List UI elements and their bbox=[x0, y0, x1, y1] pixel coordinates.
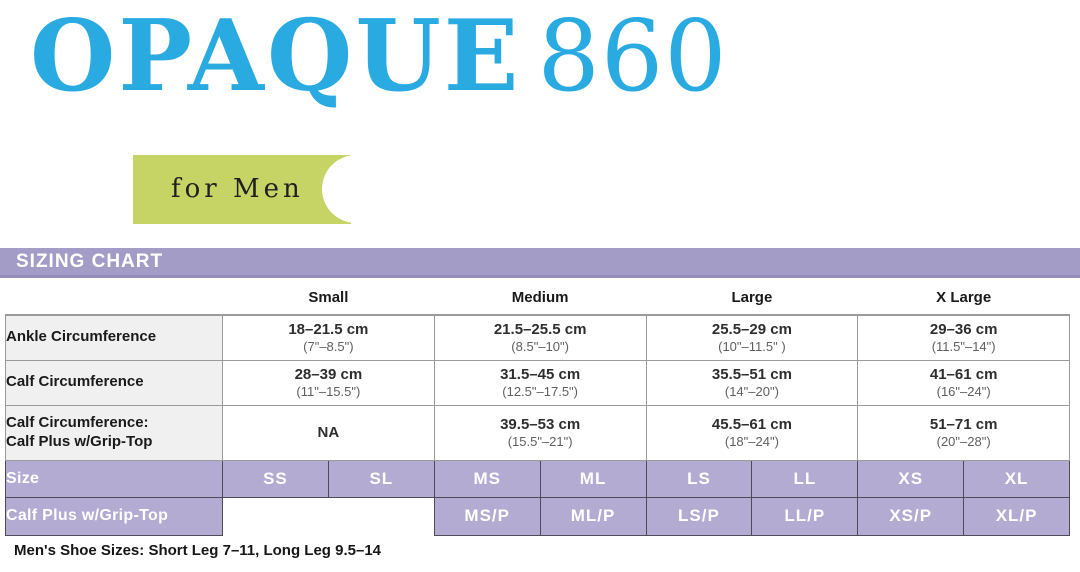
inch-value: (11"–15.5") bbox=[296, 383, 361, 399]
cm-value: NA bbox=[317, 423, 340, 441]
cm-value: 31.5–45 cm bbox=[500, 365, 581, 383]
ribbon-label: for Men bbox=[171, 174, 304, 204]
column-header-spacer bbox=[6, 285, 223, 315]
size-cell-msp: MS/P bbox=[433, 496, 541, 536]
inch-value: (10"–11.5" ) bbox=[718, 338, 786, 354]
shoe-sizes-note: Men's Shoe Sizes: Short Leg 7–11, Long L… bbox=[14, 542, 381, 559]
size-cell-llp: LL/P bbox=[751, 496, 859, 536]
page-title: OPAQUE 860 bbox=[30, 5, 728, 109]
row-label-calf-circumference: Calf Circumference bbox=[5, 359, 223, 406]
row-label-text: Calf Circumference bbox=[6, 373, 144, 391]
sizing-chart-table: Small Medium Large X Large Ankle Circumf… bbox=[5, 285, 1071, 536]
product-number: 860 bbox=[537, 0, 728, 114]
ankle-medium-cell: 21.5–25.5 cm (8.5"–10") bbox=[433, 314, 647, 361]
shoe-sizes-note-values: Short Leg 7–11, Long Leg 9.5–14 bbox=[148, 542, 382, 559]
row-label-text-line1: Calf Circumference: bbox=[6, 413, 149, 431]
column-header-large: Large bbox=[646, 285, 858, 315]
cm-value: 35.5–51 cm bbox=[711, 365, 792, 383]
grip-top-empty-cell bbox=[222, 497, 435, 535]
size-cell-ls: LS bbox=[645, 459, 753, 498]
table-row-size: Size SS SL MS ML LS LL XS XL bbox=[5, 459, 1071, 498]
row-label-size: Size bbox=[5, 459, 223, 498]
column-header-row: Small Medium Large X Large bbox=[6, 285, 1070, 315]
product-name: OPAQUE bbox=[30, 0, 522, 114]
table-row-ankle-circumference: Ankle Circumference 18–21.5 cm (7"–8.5")… bbox=[5, 314, 1071, 361]
table-row-calf-plus-circumference: Calf Circumference: Calf Plus w/Grip-Top… bbox=[5, 404, 1071, 461]
size-cell-mlp: ML/P bbox=[539, 496, 647, 536]
ankle-large-cell: 25.5–29 cm (10"–11.5" ) bbox=[645, 314, 859, 361]
inch-value: (11.5"–14") bbox=[931, 338, 996, 354]
cm-value: 51–71 cm bbox=[929, 415, 998, 433]
row-label-ankle-circumference: Ankle Circumference bbox=[5, 314, 223, 361]
cm-value: 41–61 cm bbox=[929, 365, 998, 383]
inch-value: (16"–24") bbox=[936, 383, 991, 399]
size-cell-xsp: XS/P bbox=[857, 496, 965, 536]
inch-value: (12.5"–17.5") bbox=[502, 383, 578, 399]
row-label-calf-plus-circumference: Calf Circumference: Calf Plus w/Grip-Top bbox=[5, 404, 223, 461]
calf-small-cell: 28–39 cm (11"–15.5") bbox=[222, 359, 435, 406]
column-header-small: Small bbox=[222, 285, 435, 315]
size-cell-sl: SL bbox=[327, 459, 435, 498]
ribbon-notch bbox=[322, 155, 390, 223]
cm-value: 18–21.5 cm bbox=[288, 320, 369, 338]
sizing-chart-title: SIZING CHART bbox=[16, 251, 164, 272]
calf-plus-small-cell: NA bbox=[222, 404, 435, 461]
cm-value: 29–36 cm bbox=[929, 320, 998, 338]
calf-plus-medium-cell: 39.5–53 cm (15.5"–21") bbox=[433, 404, 647, 461]
cm-value: 21.5–25.5 cm bbox=[493, 320, 587, 338]
inch-value: (20"–28") bbox=[936, 433, 991, 449]
sizing-chart-header-bar: SIZING CHART bbox=[0, 248, 1080, 278]
shoe-sizes-note-prefix: Men's Shoe Sizes: bbox=[14, 542, 149, 559]
size-cell-ml: ML bbox=[539, 459, 647, 498]
size-cell-xlp: XL/P bbox=[963, 496, 1071, 536]
size-cell-ll: LL bbox=[751, 459, 859, 498]
inch-value: (15.5"–21") bbox=[507, 433, 573, 449]
column-header-medium: Medium bbox=[434, 285, 647, 315]
calf-large-cell: 35.5–51 cm (14"–20") bbox=[645, 359, 859, 406]
ankle-small-cell: 18–21.5 cm (7"–8.5") bbox=[222, 314, 435, 361]
row-label-text-line2: Calf Plus w/Grip-Top bbox=[6, 432, 153, 450]
calf-medium-cell: 31.5–45 cm (12.5"–17.5") bbox=[433, 359, 647, 406]
calf-plus-x-large-cell: 51–71 cm (20"–28") bbox=[857, 404, 1071, 461]
cm-value: 45.5–61 cm bbox=[711, 415, 792, 433]
ankle-x-large-cell: 29–36 cm (11.5"–14") bbox=[857, 314, 1071, 361]
size-cell-xl: XL bbox=[963, 459, 1071, 498]
cm-value: 28–39 cm bbox=[294, 365, 363, 383]
inch-value: (18"–24") bbox=[724, 433, 779, 449]
inch-value: (7"–8.5") bbox=[303, 338, 354, 354]
column-header-x-large: X Large bbox=[857, 285, 1070, 315]
cm-value: 25.5–29 cm bbox=[711, 320, 792, 338]
calf-plus-large-cell: 45.5–61 cm (18"–24") bbox=[645, 404, 859, 461]
row-label-text: Ankle Circumference bbox=[6, 328, 157, 346]
size-cell-ss: SS bbox=[222, 459, 329, 498]
inch-value: (8.5"–10") bbox=[511, 338, 569, 354]
for-men-ribbon: for Men bbox=[133, 155, 390, 224]
row-label-grip-top: Calf Plus w/Grip-Top bbox=[5, 496, 223, 536]
table-row-grip-top-sizes: Calf Plus w/Grip-Top MS/P ML/P LS/P LL/P… bbox=[5, 496, 1071, 536]
size-cell-lsp: LS/P bbox=[645, 496, 753, 536]
inch-value: (14"–20") bbox=[724, 383, 779, 399]
cm-value: 39.5–53 cm bbox=[500, 415, 581, 433]
size-cell-ms: MS bbox=[433, 459, 541, 498]
table-row-calf-circumference: Calf Circumference 28–39 cm (11"–15.5") … bbox=[5, 359, 1071, 406]
calf-x-large-cell: 41–61 cm (16"–24") bbox=[857, 359, 1071, 406]
size-cell-xs: XS bbox=[857, 459, 965, 498]
